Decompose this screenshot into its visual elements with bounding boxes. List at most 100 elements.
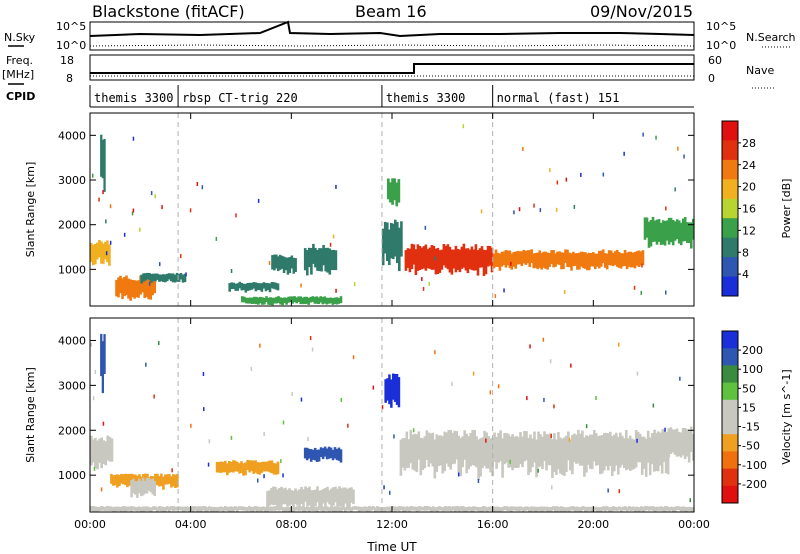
data-cell (324, 488, 327, 507)
data-cell (184, 506, 187, 512)
data-cell (654, 506, 657, 512)
data-cell (386, 378, 389, 401)
data-cell (154, 473, 157, 486)
data-cell (135, 280, 138, 298)
data-cell (576, 506, 579, 512)
data-cell (474, 506, 477, 511)
data-cell (94, 244, 97, 265)
data-cell (648, 506, 651, 511)
data-cell (598, 507, 601, 512)
data-cell (644, 438, 648, 477)
colorbar-swatch (722, 417, 738, 435)
data-cell (619, 432, 622, 468)
speckle-cell (555, 207, 558, 212)
data-cell (398, 227, 401, 272)
speckle-cell (352, 355, 355, 360)
colorbar-swatch (722, 159, 738, 180)
data-cell (667, 428, 671, 458)
speckle-cell (393, 434, 395, 439)
data-cell (560, 252, 563, 270)
x-tick-label: 20:00 (577, 518, 609, 531)
data-cell (450, 506, 453, 512)
speckle-cell (307, 437, 309, 441)
data-cell (683, 428, 687, 459)
data-cell (554, 253, 557, 267)
data-cell (303, 248, 307, 271)
speckle-cell (451, 381, 453, 386)
data-cell (172, 506, 175, 512)
data-cell (151, 279, 154, 296)
data-cell (611, 436, 614, 476)
data-cell (274, 463, 278, 475)
data-cell (596, 253, 599, 267)
speckle-cell (551, 485, 553, 490)
data-cell (92, 439, 95, 463)
data-cell (100, 437, 103, 469)
data-cell (409, 429, 413, 464)
speckle-cell (497, 384, 500, 389)
data-cell (637, 250, 641, 267)
data-cell (120, 473, 123, 484)
speckle-cell (689, 498, 691, 503)
colorbar-swatch (722, 399, 738, 418)
data-cell (413, 433, 417, 471)
speckle-cell (208, 439, 211, 444)
data-cell (242, 463, 245, 476)
data-cell (272, 463, 276, 475)
data-cell (598, 250, 601, 269)
data-cell (324, 247, 327, 272)
data-cell (292, 490, 295, 509)
data-cell (102, 440, 106, 464)
data-cell (655, 219, 659, 245)
data-cell (502, 251, 506, 265)
data-cell (352, 506, 355, 511)
data-cell (425, 430, 429, 460)
data-cell (492, 506, 495, 511)
data-cell (548, 507, 551, 512)
speckle-cell (626, 258, 629, 263)
speckle-cell (383, 485, 385, 490)
data-cell (158, 274, 161, 282)
data-cell (266, 461, 270, 472)
data-cell (688, 222, 691, 243)
data-cell (529, 434, 532, 473)
data-cell (291, 296, 294, 304)
data-cell (523, 431, 526, 462)
data-cell (414, 249, 418, 275)
data-cell (476, 507, 479, 511)
data-cell (140, 507, 143, 512)
data-cell (436, 506, 439, 512)
data-cell (410, 243, 414, 270)
data-cell (536, 252, 539, 270)
data-cell (680, 507, 683, 512)
data-cell (254, 282, 258, 292)
data-cell (340, 488, 343, 507)
speckle-cell (132, 208, 135, 213)
speckle-cell (230, 269, 233, 273)
data-cell (162, 274, 165, 282)
data-cell (138, 506, 141, 511)
speckle-cell (381, 405, 384, 410)
y-tick-label: 3000 (58, 174, 86, 187)
data-cell (238, 463, 241, 474)
data-cell (572, 506, 575, 511)
speckle-cell (477, 479, 480, 483)
speckle-cell (674, 187, 676, 192)
data-cell (437, 435, 440, 467)
data-cell (492, 253, 496, 269)
speckle-cell (618, 342, 620, 347)
data-cell (671, 220, 675, 246)
data-cell (250, 282, 254, 290)
colorbar-swatch (722, 218, 738, 239)
colorbar-tick-label: -100 (742, 459, 767, 472)
speckle-cell (106, 435, 108, 440)
data-cell (182, 506, 185, 512)
data-cell (98, 240, 101, 258)
data-cell (395, 182, 399, 207)
data-cell (222, 507, 225, 512)
colorbar-swatch (722, 257, 738, 277)
data-cell (404, 506, 407, 512)
data-band (140, 272, 187, 284)
data-cell (143, 480, 147, 494)
data-cell (240, 282, 244, 291)
